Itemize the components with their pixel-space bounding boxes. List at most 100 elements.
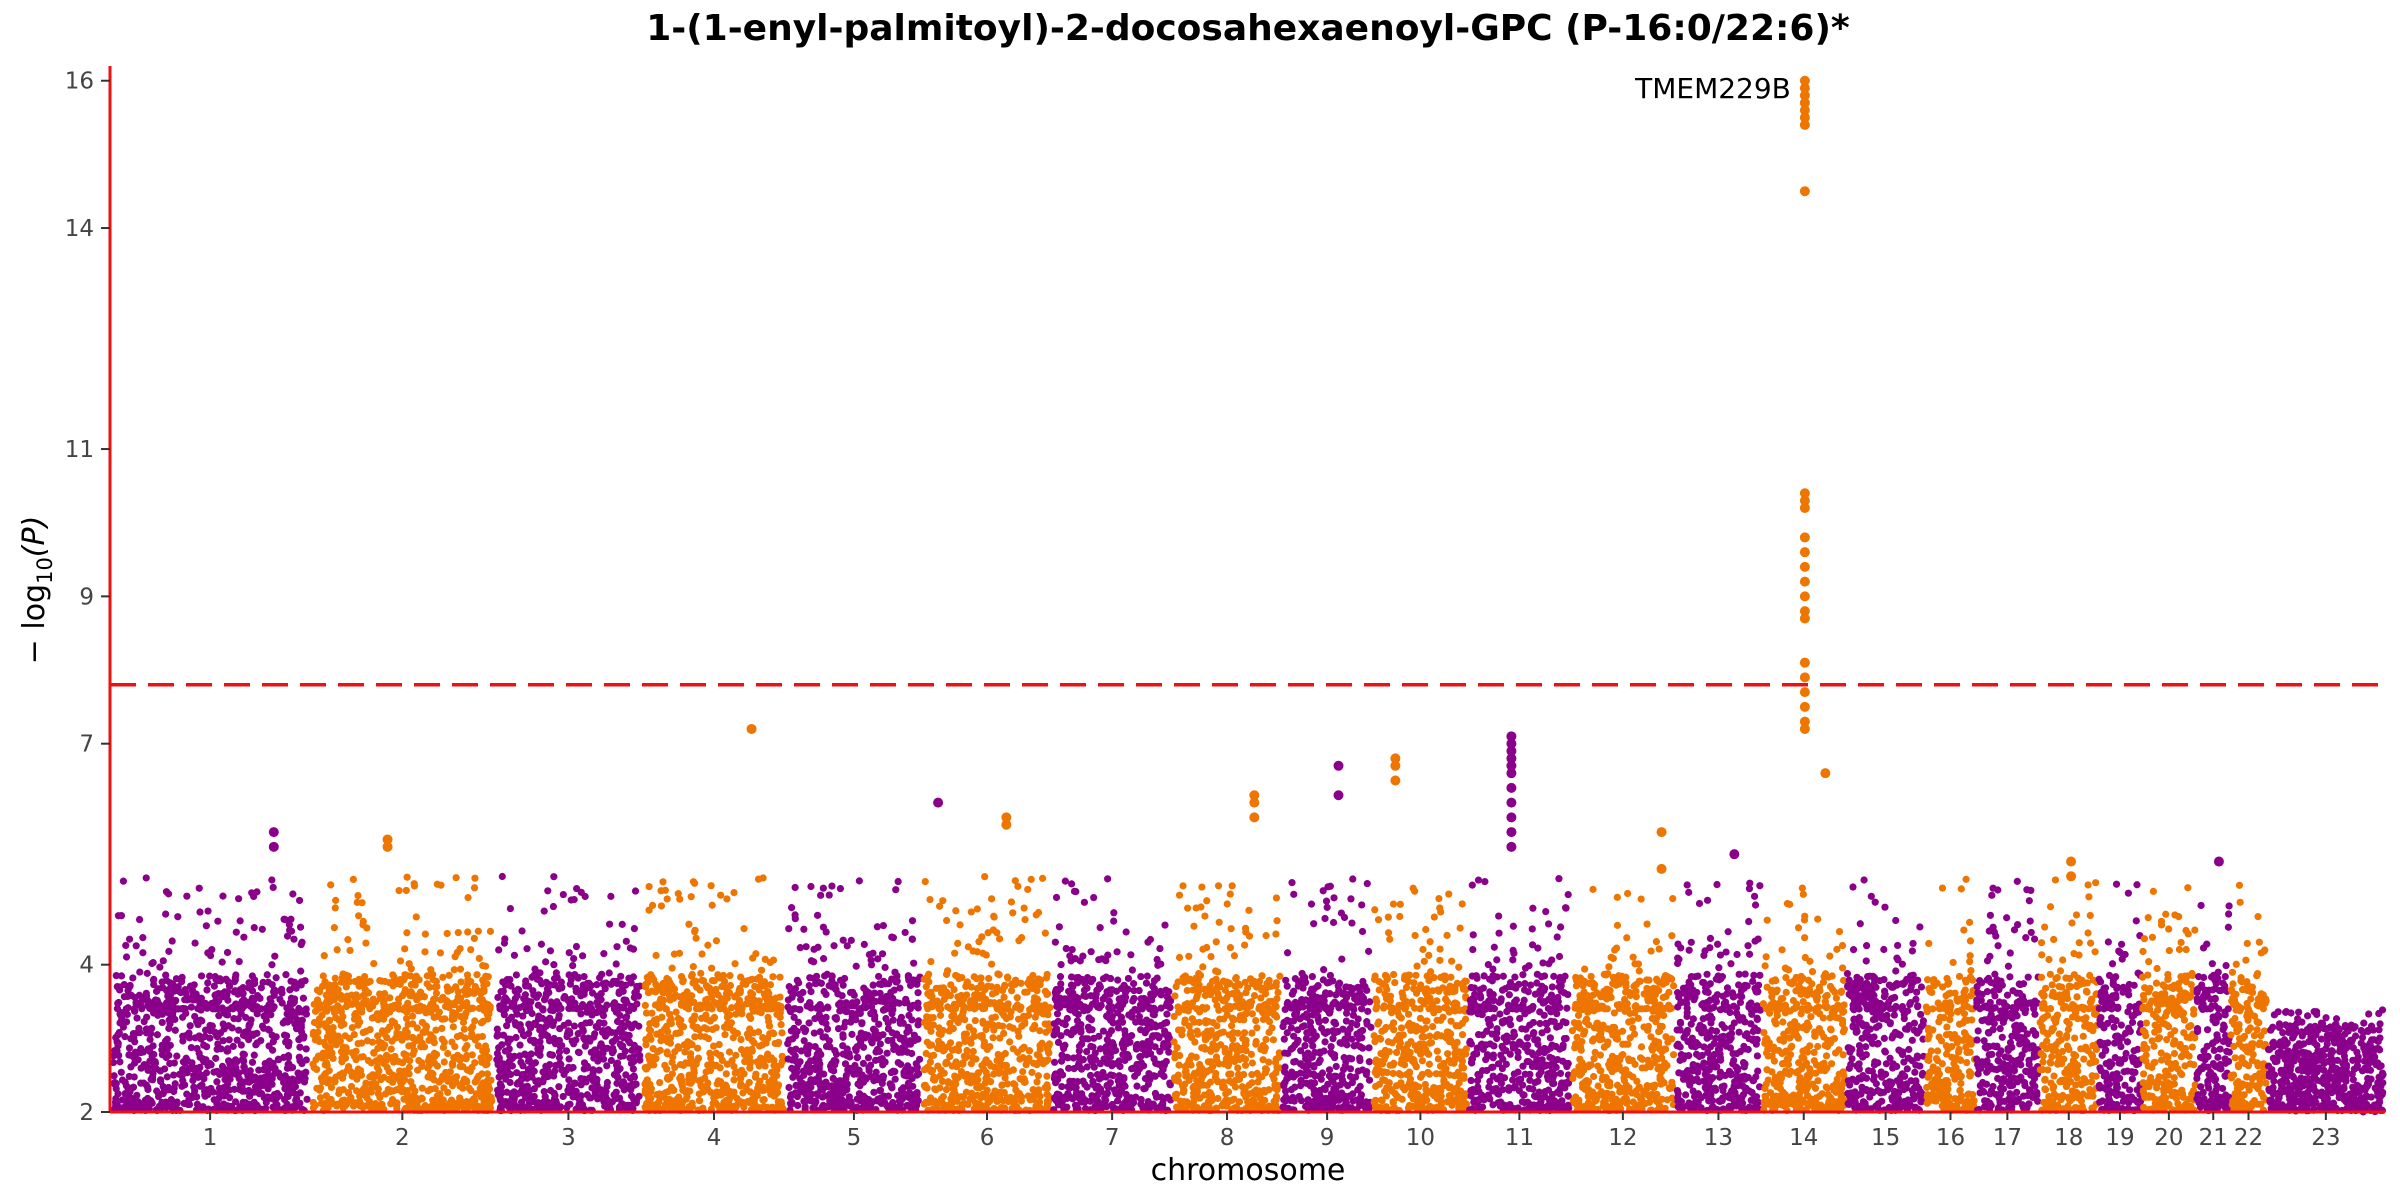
snp-point: [213, 1078, 221, 1086]
snp-point: [160, 1065, 169, 1073]
snp-point: [667, 1019, 675, 1028]
snp-point: [210, 982, 218, 990]
snp-point: [1074, 1061, 1082, 1069]
snp-point: [316, 1084, 325, 1092]
snp-point: [773, 1088, 781, 1096]
snp-point: [147, 1030, 155, 1038]
snp-point: [716, 1051, 724, 1059]
snp-point: [723, 1060, 731, 1068]
snp-point: [195, 884, 203, 892]
snp-point: [869, 949, 877, 957]
snp-point: [695, 1090, 703, 1098]
snp-point: [121, 1033, 129, 1041]
snp-point: [968, 1094, 976, 1102]
snp-point: [331, 974, 339, 982]
snp-point: [1099, 975, 1108, 983]
snp-point: [370, 959, 378, 968]
snp-point: [768, 1075, 777, 1083]
snp-point: [910, 959, 918, 967]
snp-point: [352, 991, 360, 999]
snp-point: [557, 978, 565, 986]
snp-point: [889, 1001, 897, 1009]
snp-point: [723, 1019, 732, 1028]
snp-point: [556, 1024, 564, 1033]
snp-point: [720, 1089, 728, 1097]
snp-point: [526, 1036, 535, 1044]
snp-point: [764, 988, 772, 996]
snp-point: [795, 979, 803, 987]
snp-point: [471, 1059, 479, 1067]
snp-point: [362, 1079, 370, 1087]
snp-point: [216, 1029, 225, 1037]
snp-point: [1036, 1045, 1044, 1053]
snp-point: [219, 892, 227, 900]
snp-point: [457, 978, 465, 986]
snp-point: [219, 1020, 227, 1028]
snp-point: [656, 1046, 664, 1054]
snp-point: [1153, 974, 1161, 982]
snp-point: [444, 1088, 452, 1097]
snp-point: [1083, 1047, 1091, 1056]
snp-point: [372, 1057, 380, 1065]
snp-point: [302, 1010, 311, 1018]
snp-point: [681, 1048, 689, 1056]
snp-point: [165, 1024, 173, 1033]
snp-point: [691, 926, 699, 934]
snp-point: [946, 1019, 954, 1028]
snp-point: [1121, 1056, 1129, 1065]
snp-point: [1146, 1039, 1154, 1047]
snp-point: [401, 1076, 409, 1084]
snp-point: [869, 981, 877, 989]
snp-point: [439, 973, 447, 981]
snp-point: [531, 1019, 539, 1027]
snp-point: [785, 1083, 793, 1092]
snp-point: [938, 1077, 947, 1085]
snp-point: [125, 984, 133, 992]
snp-point: [971, 1003, 979, 1012]
snp-point: [1157, 1093, 1166, 1101]
snp-point: [785, 925, 793, 933]
snp-point: [748, 975, 756, 983]
snp-point: [1142, 1019, 1150, 1027]
snp-point: [761, 1072, 769, 1081]
snp-point: [974, 1070, 982, 1078]
snp-point: [284, 1051, 293, 1060]
snp-point: [193, 1044, 201, 1053]
snp-point: [956, 921, 964, 929]
snp-point: [164, 992, 172, 1000]
snp-point: [960, 1099, 968, 1107]
snp-point: [791, 915, 799, 923]
snp-point: [464, 893, 472, 902]
snp-point: [427, 1085, 435, 1093]
snp-point: [1050, 1058, 1059, 1066]
snp-point: [920, 1100, 928, 1108]
snp-point: [831, 1014, 839, 1022]
snp-point: [269, 883, 277, 892]
snp-point: [173, 1098, 181, 1106]
snp-point: [524, 1102, 532, 1110]
snp-point: [402, 1005, 410, 1013]
snp-point: [117, 1068, 125, 1076]
snp-point: [381, 977, 389, 986]
snp-point: [655, 1004, 663, 1012]
snp-point: [869, 1025, 878, 1033]
snp-point: [122, 1082, 131, 1090]
snp-point: [479, 1047, 487, 1055]
snp-point: [603, 1078, 612, 1087]
snp-point: [124, 992, 132, 1001]
snp-point: [341, 1032, 349, 1040]
snp-point: [593, 1095, 602, 1103]
snp-point: [498, 872, 506, 881]
snp-point: [806, 974, 814, 982]
snp-point: [1045, 1042, 1053, 1050]
snp-point: [1104, 1013, 1112, 1021]
snp-point: [568, 1037, 576, 1045]
snp-point: [592, 1077, 601, 1086]
snp-point: [874, 955, 882, 963]
snp-point: [471, 874, 479, 882]
snp-point: [767, 1054, 775, 1062]
snp-point: [412, 913, 420, 921]
snp-point: [1154, 961, 1162, 969]
snp-point: [1116, 1073, 1124, 1081]
snp-point: [1160, 1027, 1169, 1035]
